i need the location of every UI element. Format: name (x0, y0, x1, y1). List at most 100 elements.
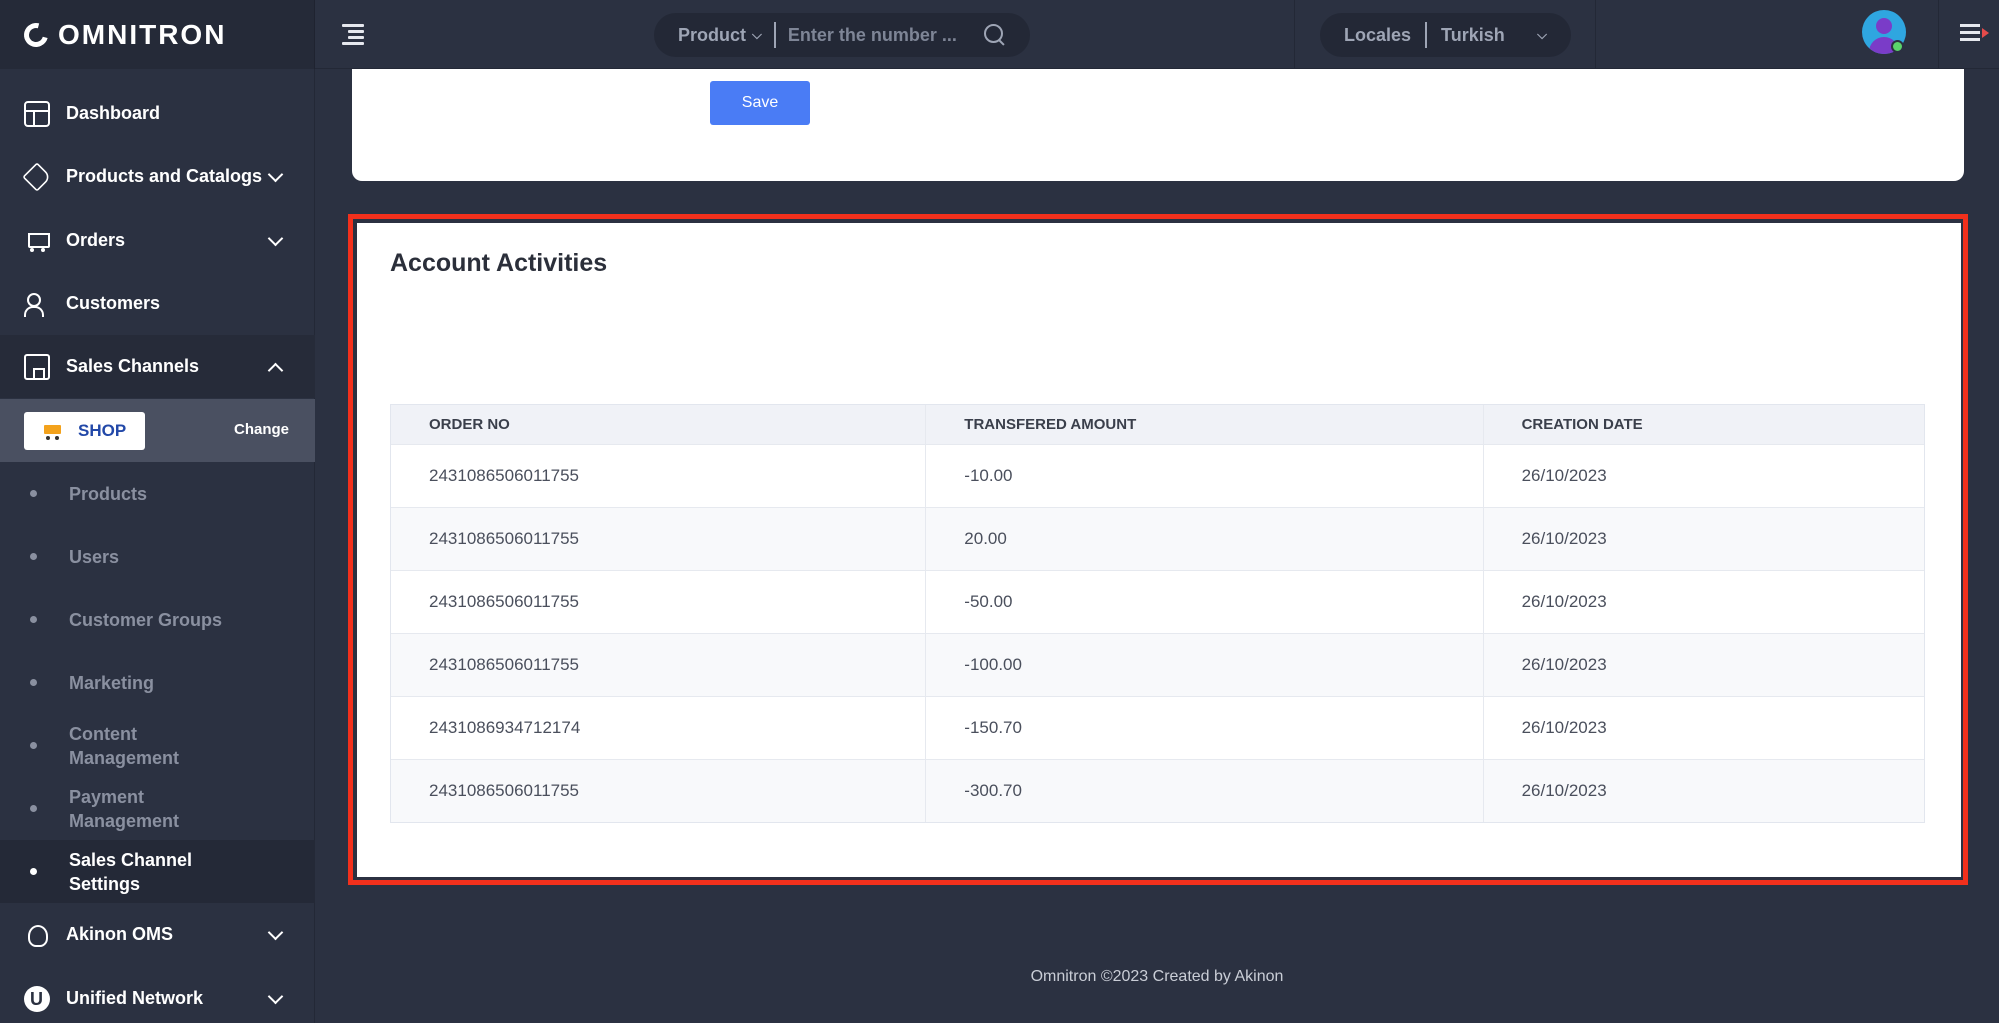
tag-icon (22, 161, 52, 192)
shop-label: SHOP (78, 421, 127, 440)
date-cell: 26/10/2023 (1521, 466, 1607, 485)
order-no-cell: 2431086934712174 (391, 697, 927, 759)
cart-icon (24, 228, 50, 254)
search-divider (773, 22, 776, 48)
sidebar-item-label: Products and Catalogs (66, 166, 263, 186)
settings-form-card: Save (352, 69, 1964, 181)
sidebar-subitem-payment-management[interactable]: Payment Management (0, 777, 315, 840)
search-scope-select[interactable]: Product ⌵ (678, 24, 762, 45)
sidebar-item-label: Customers (66, 293, 161, 313)
sidebar-subitem-label: Payment Management (69, 786, 180, 831)
sidebar-toggle-icon[interactable] (336, 22, 366, 46)
sidebar-item-label: Sales Channels (66, 356, 200, 376)
amount-cell: -100.00 (926, 634, 1484, 696)
panel-toggle-icon[interactable] (1960, 22, 1990, 44)
table-row: 2431086934712174 -150.70 26/10/2023 (391, 696, 1924, 759)
save-button[interactable]: Save (710, 81, 810, 125)
column-header[interactable]: ORDER NO (391, 405, 927, 444)
column-header[interactable]: TRANSFERED AMOUNT (926, 405, 1484, 444)
sidebar-item-akinon-oms[interactable]: Akinon OMS (0, 903, 315, 966)
search-input[interactable]: Enter the number ... (787, 24, 957, 45)
locale-label: Locales (1344, 24, 1412, 45)
footer-text: Omnitron ©2023 Created by Akinon (1030, 968, 1284, 985)
bullet-icon (30, 805, 37, 812)
search-icon[interactable] (984, 24, 1006, 46)
shop-channel-button[interactable]: SHOP (24, 412, 145, 450)
sidebar-item-dashboard[interactable]: Dashboard (0, 82, 315, 145)
users-icon (24, 291, 50, 317)
unified-network-icon (24, 985, 50, 1012)
order-no-cell: 2431086506011755 (391, 508, 927, 570)
table-row: 2431086506011755 -300.70 26/10/2023 (391, 759, 1924, 822)
top-bar: OMNITRON Product ⌵ Enter the number ... L… (0, 0, 1999, 69)
chevron-down-icon (267, 230, 284, 247)
table-row: 2431086506011755 -10.00 26/10/2023 (391, 444, 1924, 507)
sidebar-item-sales-channels[interactable]: Sales Channels (0, 335, 315, 398)
table-row: 2431086506011755 -50.00 26/10/2023 (391, 570, 1924, 633)
account-activities-card: Account Activities ORDER NO TRANSFERED A… (357, 223, 1961, 877)
chevron-down-icon (267, 166, 284, 183)
locale-select[interactable]: Locales Turkish ⌵ (1320, 13, 1571, 57)
sidebar-subitem-label: Marketing (69, 672, 155, 693)
store-icon (24, 353, 50, 380)
sidebar-item-label: Dashboard (66, 103, 161, 123)
activities-table: ORDER NO TRANSFERED AMOUNT CREATION DATE… (390, 404, 1925, 823)
topbar-divider (1294, 0, 1295, 69)
change-channel-link[interactable]: Change (233, 421, 289, 438)
dashboard-icon (24, 100, 50, 127)
date-cell: 26/10/2023 (1521, 718, 1607, 737)
online-status-icon (1891, 40, 1904, 53)
table-row: 2431086506011755 20.00 26/10/2023 (391, 507, 1924, 570)
sidebar-item-label: Orders (66, 230, 126, 250)
sidebar-subitem-label: Users (69, 546, 120, 567)
highlight-frame (348, 214, 1968, 885)
brand-name: OMNITRON (58, 18, 227, 50)
sidebar-subitem-products[interactable]: Products (0, 462, 315, 525)
sidebar-subitem-sales-channel-settings[interactable]: Sales Channel Settings (0, 840, 315, 903)
order-no-cell: 2431086506011755 (391, 445, 927, 507)
sidebar-subitem-marketing[interactable]: Marketing (0, 651, 315, 714)
amount-cell: 20.00 (926, 508, 1484, 570)
sidebar-subitem-label: Content Management (69, 723, 180, 768)
shop-cart-icon (42, 423, 64, 440)
logo[interactable]: OMNITRON (0, 0, 315, 69)
section-title: Account Activities (390, 249, 608, 277)
oms-icon (24, 922, 50, 948)
bullet-icon (30, 742, 37, 749)
sidebar-item-products-and-catalogs[interactable]: Products and Catalogs (0, 145, 315, 208)
date-cell: 26/10/2023 (1521, 655, 1607, 674)
channel-selector: SHOP Change (0, 399, 315, 462)
amount-cell: -50.00 (926, 571, 1484, 633)
topbar-divider (1938, 0, 1939, 69)
sidebar-item-unified-network[interactable]: Unified Network (0, 967, 315, 1023)
global-search: Product ⌵ Enter the number ... (654, 13, 1030, 57)
bullet-icon (30, 490, 37, 497)
chevron-down-icon: ⌵ (752, 27, 762, 42)
chevron-down-icon (267, 924, 284, 941)
order-no-cell: 2431086506011755 (391, 571, 927, 633)
sidebar-subitem-content-management[interactable]: Content Management (0, 714, 315, 777)
bullet-icon (30, 868, 37, 875)
table-row: 2431086506011755 -100.00 26/10/2023 (391, 633, 1924, 696)
locale-divider (1425, 22, 1428, 48)
bullet-icon (30, 679, 37, 686)
sidebar: Dashboard Products and Catalogs Orders C… (0, 69, 315, 1023)
chevron-down-icon (267, 988, 284, 1005)
chevron-up-icon (267, 362, 284, 379)
column-header[interactable]: CREATION DATE (1521, 416, 1643, 433)
locale-value: Turkish (1441, 24, 1505, 45)
topbar-divider (1595, 0, 1596, 69)
date-cell: 26/10/2023 (1521, 529, 1607, 548)
sidebar-subitem-label: Products (69, 483, 148, 504)
table-header: ORDER NO TRANSFERED AMOUNT CREATION DATE (391, 405, 1924, 444)
omnitron-logo-icon (19, 18, 53, 51)
sidebar-item-label: Unified Network (66, 988, 204, 1008)
bullet-icon (30, 553, 37, 560)
sidebar-subitem-customer-groups[interactable]: Customer Groups (0, 588, 315, 651)
amount-cell: -150.70 (926, 697, 1484, 759)
sidebar-subitem-users[interactable]: Users (0, 525, 315, 588)
order-no-cell: 2431086506011755 (391, 760, 927, 822)
sidebar-item-customers[interactable]: Customers (0, 272, 315, 335)
sidebar-item-orders[interactable]: Orders (0, 209, 315, 272)
date-cell: 26/10/2023 (1521, 781, 1607, 800)
